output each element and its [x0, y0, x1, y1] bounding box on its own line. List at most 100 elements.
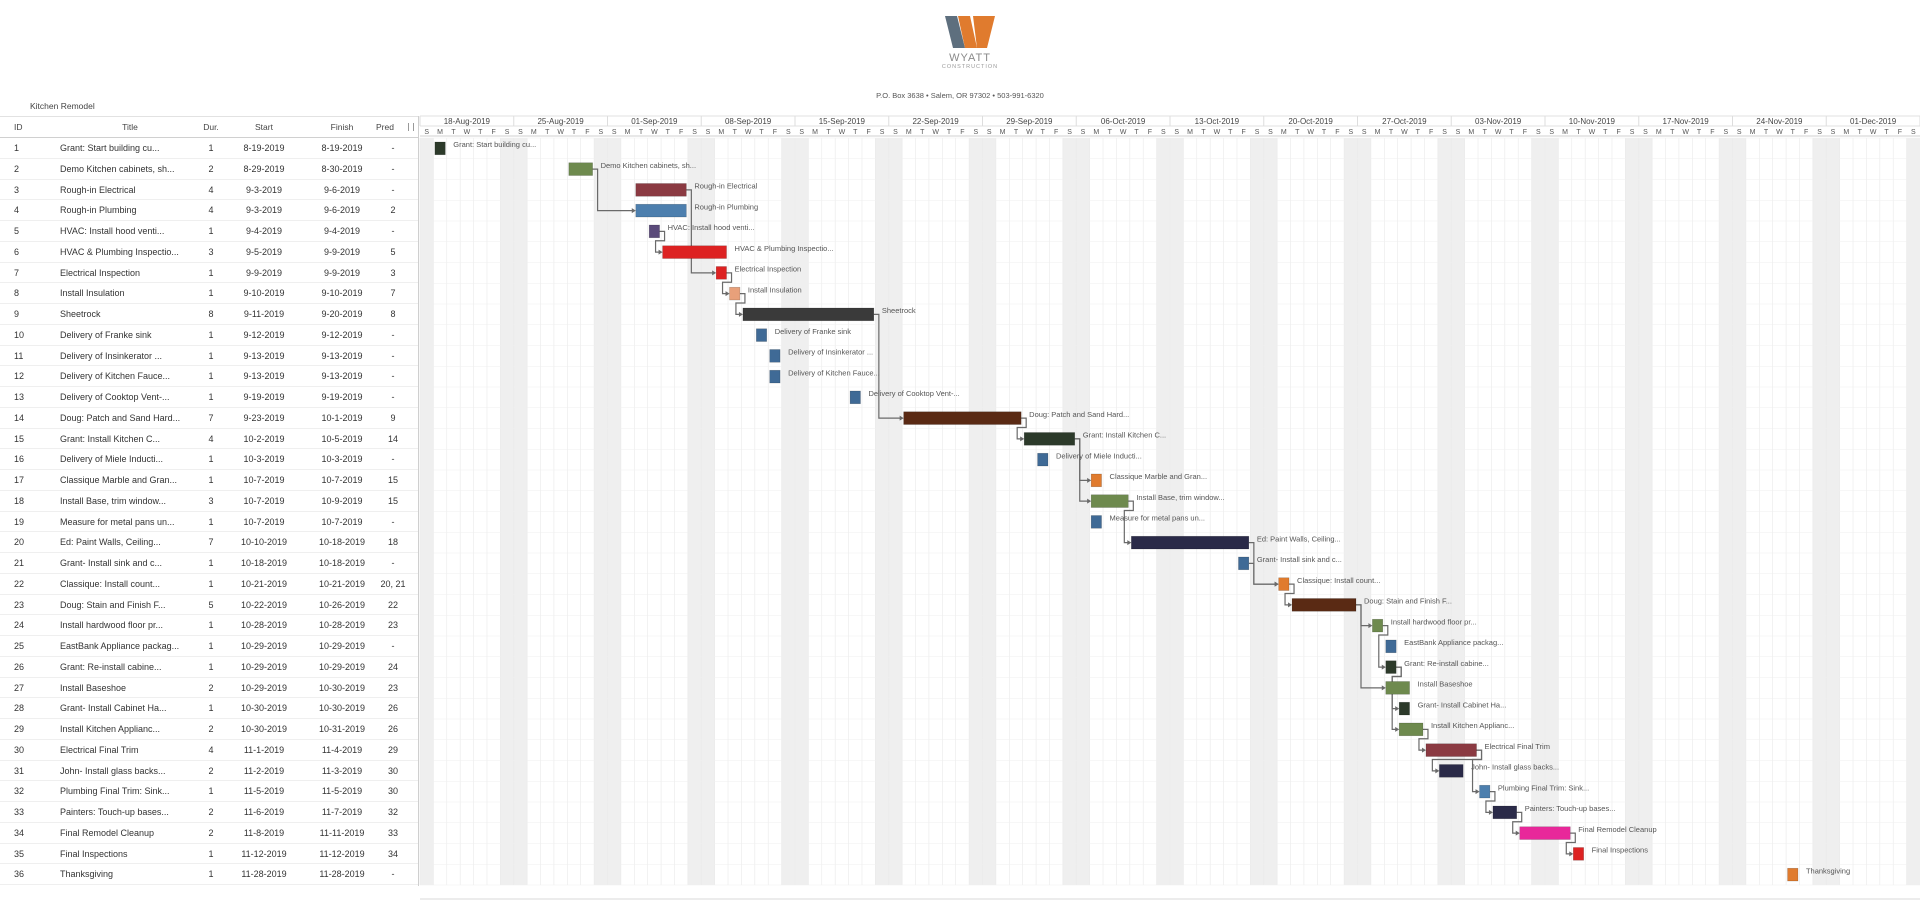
column-header-finish[interactable]: Finish [330, 122, 354, 132]
column-header-predecessors[interactable]: Pred [376, 122, 394, 132]
task-bar[interactable] [1572, 847, 1584, 861]
task-bar[interactable] [849, 390, 861, 405]
day-letter: S [518, 129, 523, 136]
task-bar[interactable] [434, 141, 446, 156]
task-row[interactable]: 26 Grant: Re-install cabine... 1 10-29-2019… [0, 657, 418, 678]
day-letter: F [1429, 129, 1433, 136]
day-letter: S [1081, 129, 1086, 136]
task-id-cell: 31 [14, 765, 25, 776]
task-bar[interactable] [1519, 826, 1571, 840]
task-row[interactable]: 21 Grant- Install sink and c... 1 10-18-201… [0, 553, 418, 574]
column-header-id[interactable]: ID [14, 122, 23, 132]
task-finish-cell: 10-18-2019 [318, 537, 366, 548]
task-row[interactable]: 11 Delivery of Insinkerator ... 1 9-13-2019… [0, 346, 418, 367]
task-row[interactable]: 18 Install Base, trim window... 3 10-7-2019… [0, 491, 418, 512]
task-pred-cell: 23 [387, 682, 398, 693]
task-row[interactable]: 32 Plumbing Final Trim: Sink... 1 11-5-2019… [0, 781, 418, 802]
task-row[interactable]: 28 Grant- Install Cabinet Ha... 1 10-30-201… [0, 698, 418, 719]
task-row[interactable]: 34 Final Remodel Cleanup 2 11-8-2019 11-11-2… [0, 823, 418, 844]
day-letter: W [1495, 129, 1502, 136]
task-row[interactable]: 25 EastBank Appliance packag... 1 10-29-201… [0, 636, 418, 657]
task-bar[interactable] [1090, 494, 1129, 508]
task-row[interactable]: 14 Doug: Patch and Sand Hard... 7 9-23-2019… [0, 408, 418, 429]
task-bar[interactable] [715, 266, 727, 280]
day-letter: F [1335, 129, 1339, 136]
task-bar[interactable] [1439, 764, 1464, 778]
task-bar[interactable] [756, 328, 768, 342]
task-start-cell: 10-3-2019 [243, 454, 285, 465]
task-bar[interactable] [1479, 784, 1491, 799]
task-bar[interactable] [1037, 452, 1049, 467]
task-bar[interactable] [1090, 515, 1102, 529]
dependency-arrow [899, 415, 904, 421]
task-row[interactable]: 5 HVAC: Install hood venti... 1 9-4-2019 9-4… [0, 221, 418, 242]
task-row[interactable]: 4 Rough-in Plumbing 4 9-3-2019 9-6-2019 2 [0, 200, 418, 221]
task-row[interactable]: 10 Delivery of Franke sink 1 9-12-2019 9-12-… [0, 325, 418, 346]
task-row[interactable]: 17 Classique Marble and Gran... 1 10-7-2019… [0, 470, 418, 491]
task-start-cell: 11-5-2019 [243, 786, 285, 797]
task-bar[interactable] [1385, 681, 1410, 695]
task-bar[interactable] [1291, 598, 1357, 612]
task-bar[interactable] [1238, 556, 1250, 571]
day-letter: T [826, 129, 831, 136]
task-row[interactable]: 29 Install Kitchen Applianc... 2 10-30-2019… [0, 719, 418, 740]
task-row[interactable]: 16 Delivery of Miele Inducti... 1 10-3-2019… [0, 449, 418, 470]
task-row[interactable]: 1 Grant: Start building cu... 1 8-19-2019 8-… [0, 138, 418, 159]
task-row[interactable]: 7 Electrical Inspection 1 9-9-2019 9-9-2019 3 [0, 263, 418, 284]
task-row[interactable]: 2 Demo Kitchen cabinets, sh... 2 8-29-2019 8… [0, 159, 418, 180]
task-bar[interactable] [1372, 618, 1384, 633]
task-row[interactable]: 20 Ed: Paint Walls, Ceiling... 7 10-10-2019… [0, 532, 418, 553]
task-bar[interactable] [1398, 722, 1424, 737]
task-row[interactable]: 15 Grant: Install Kitchen C... 4 10-2-2019 1… [0, 429, 418, 450]
column-header-duration[interactable]: Dur. [203, 122, 219, 132]
day-letter: M [1468, 129, 1474, 136]
task-row[interactable]: 22 Classique: Install count... 1 10-21-2019… [0, 574, 418, 595]
task-bar[interactable] [1385, 639, 1397, 654]
task-bar[interactable] [662, 245, 727, 259]
task-bar[interactable] [1023, 432, 1076, 446]
task-bar[interactable] [1425, 743, 1477, 757]
task-row[interactable]: 9 Sheetrock 8 9-11-2019 9-20-2019 8 [0, 304, 418, 325]
task-bar[interactable] [635, 203, 687, 218]
task-bar[interactable] [1278, 577, 1290, 591]
task-row[interactable]: 27 Install Baseshoe 2 10-29-2019 10-30-2019 2… [0, 678, 418, 699]
task-bar[interactable] [648, 224, 660, 239]
column-header-title[interactable]: Title [122, 122, 138, 132]
task-bar[interactable] [568, 162, 593, 176]
task-row[interactable]: 33 Painters: Touch-up bases... 2 11-6-2019 1… [0, 802, 418, 823]
dependency-arrow [725, 291, 730, 297]
task-bar[interactable] [903, 411, 1022, 425]
task-bar[interactable] [742, 307, 875, 322]
task-row[interactable]: 19 Measure for metal pans un... 1 10-7-2019… [0, 512, 418, 533]
task-bar[interactable] [1385, 660, 1397, 674]
task-row[interactable]: 8 Install Insulation 1 9-10-2019 9-10-2019 7 [0, 283, 418, 304]
task-bar[interactable] [729, 286, 741, 301]
task-dur-cell: 1 [208, 558, 214, 568]
task-row[interactable]: 35 Final Inspections 1 11-12-2019 11-12-2019… [0, 844, 418, 865]
task-bar[interactable] [635, 183, 687, 197]
task-row[interactable]: 24 Install hardwood floor pr... 1 10-28-201… [0, 615, 418, 636]
day-letter: T [1858, 129, 1863, 136]
task-bar[interactable] [1398, 701, 1410, 716]
task-row[interactable]: 3 Rough-in Electrical 4 9-3-2019 9-6-2019 - [0, 180, 418, 201]
column-header-start[interactable]: Start [255, 122, 273, 132]
task-bar[interactable] [1787, 867, 1799, 882]
task-row[interactable]: 36 Thanksgiving 1 11-28-2019 11-28-2019 - [0, 864, 418, 885]
task-row[interactable]: 13 Delivery of Cooktop Vent-... 1 9-19-2019… [0, 387, 418, 408]
task-row[interactable]: 23 Doug: Stain and Finish F... 5 10-22-2019… [0, 595, 418, 616]
task-bar[interactable] [1492, 805, 1518, 820]
day-letter: S [973, 129, 978, 136]
task-row[interactable]: 30 Electrical Final Trim 4 11-1-2019 11-4-20… [0, 740, 418, 761]
task-pred-cell: 2 [390, 205, 396, 216]
task-row[interactable]: 12 Delivery of Kitchen Fauce... 1 9-13-2019… [0, 366, 418, 387]
task-bar[interactable] [1090, 473, 1102, 488]
task-bar[interactable] [1131, 535, 1250, 550]
task-bar[interactable] [769, 349, 781, 363]
task-id-cell: 6 [14, 246, 20, 257]
task-bar[interactable] [769, 369, 781, 384]
task-row[interactable]: 31 John- Install glass backs... 2 11-2-2019… [0, 761, 418, 782]
task-row[interactable]: 6 HVAC & Plumbing Inspectio... 3 9-5-2019 9-… [0, 242, 418, 263]
day-letter: M [718, 129, 724, 136]
task-dur-cell: 3 [208, 246, 214, 257]
column-resize-handle[interactable] [408, 123, 414, 131]
